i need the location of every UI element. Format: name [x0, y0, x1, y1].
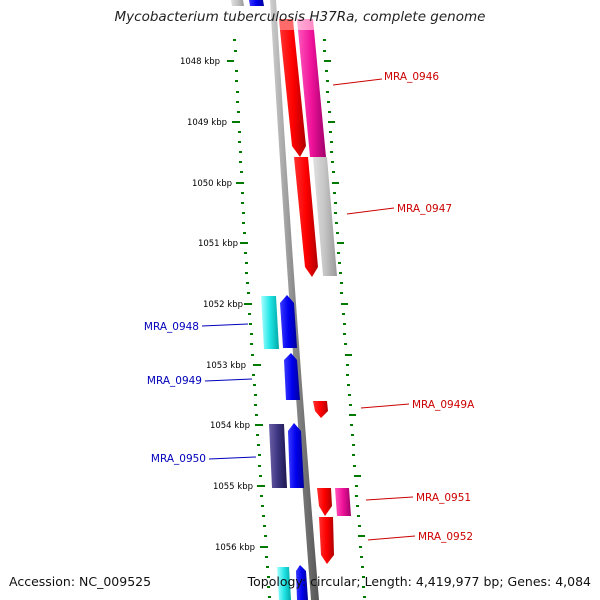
gene-mra-0949 — [284, 353, 300, 400]
genome-backbone — [270, 0, 319, 600]
tick-label-1048: 1048 kbp — [180, 57, 220, 67]
tick-label-1055: 1055 kbp — [213, 482, 253, 492]
right-tick-marks — [323, 39, 366, 598]
partial-gene-cyan-bottom — [277, 567, 291, 600]
gene-label-mra-0946: MRA_0946 — [384, 71, 439, 83]
tick-label-1056: 1056 kbp — [215, 543, 255, 553]
leader-mra-0951 — [365, 496, 414, 501]
left-tick-marks — [227, 39, 271, 598]
leader-mra-0952 — [367, 535, 416, 541]
gene-label-mra-0949a: MRA_0949A — [412, 399, 475, 411]
gene-leader-lines — [201, 78, 416, 541]
gene-mra-0949a — [313, 401, 328, 418]
gene-red-upper — [280, 30, 306, 157]
leader-mra-0950 — [208, 456, 257, 460]
partial-gene-gray-top — [231, 0, 244, 6]
gene-label-mra-0948: MRA_0948 — [144, 321, 199, 333]
leader-mra-0946 — [332, 78, 383, 86]
accession-label: Accession: NC_009525 — [9, 574, 152, 589]
gene-mra-0948-cyan — [261, 296, 279, 349]
leader-mra-0948 — [201, 323, 249, 327]
leader-mra-0949a — [360, 403, 410, 409]
gene-mra-0946 — [298, 30, 326, 157]
genome-title: Mycobacterium tuberculosis H37Ra, comple… — [114, 9, 486, 25]
gene-label-mra-0947: MRA_0947 — [397, 203, 452, 215]
tick-label-1054: 1054 kbp — [210, 421, 250, 431]
gene-mra-0947 — [313, 157, 337, 276]
partial-gene-blue-top — [249, 0, 264, 6]
gene-mra-0946-tip — [297, 19, 314, 30]
gene-label-mra-0950: MRA_0950 — [151, 453, 206, 465]
leader-mra-0947 — [346, 207, 395, 215]
gene-labels: MRA_0946 MRA_0947 MRA_0948 MRA_0949 MRA_… — [144, 71, 475, 543]
leader-mra-0949 — [204, 378, 253, 382]
kbp-tick-labels: 1048 kbp 1049 kbp 1050 kbp 1051 kbp 1052… — [180, 57, 255, 553]
topology-summary: Topology: circular; Length: 4,419,977 bp… — [247, 574, 591, 589]
tick-label-1052: 1052 kbp — [203, 300, 243, 310]
gene-mra-0950 — [288, 423, 304, 488]
gene-label-mra-0952: MRA_0952 — [418, 531, 473, 543]
tick-label-1051: 1051 kbp — [198, 239, 238, 249]
gene-red-upper-tip — [279, 19, 294, 30]
gene-mra-0951 — [317, 488, 332, 516]
gene-mra-0948 — [280, 295, 297, 348]
tick-label-1050: 1050 kbp — [192, 179, 232, 189]
gene-label-mra-0949: MRA_0949 — [147, 375, 202, 387]
gene-red-lower — [294, 157, 318, 277]
gene-label-mra-0951: MRA_0951 — [416, 492, 471, 504]
gene-mra-0951-pink — [335, 488, 351, 516]
partial-gene-blue-bottom — [296, 565, 308, 600]
tick-label-1049: 1049 kbp — [187, 118, 227, 128]
tick-label-1053: 1053 kbp — [206, 361, 246, 371]
gene-mra-0952 — [319, 517, 334, 564]
gene-mra-0950-navy — [269, 424, 287, 488]
